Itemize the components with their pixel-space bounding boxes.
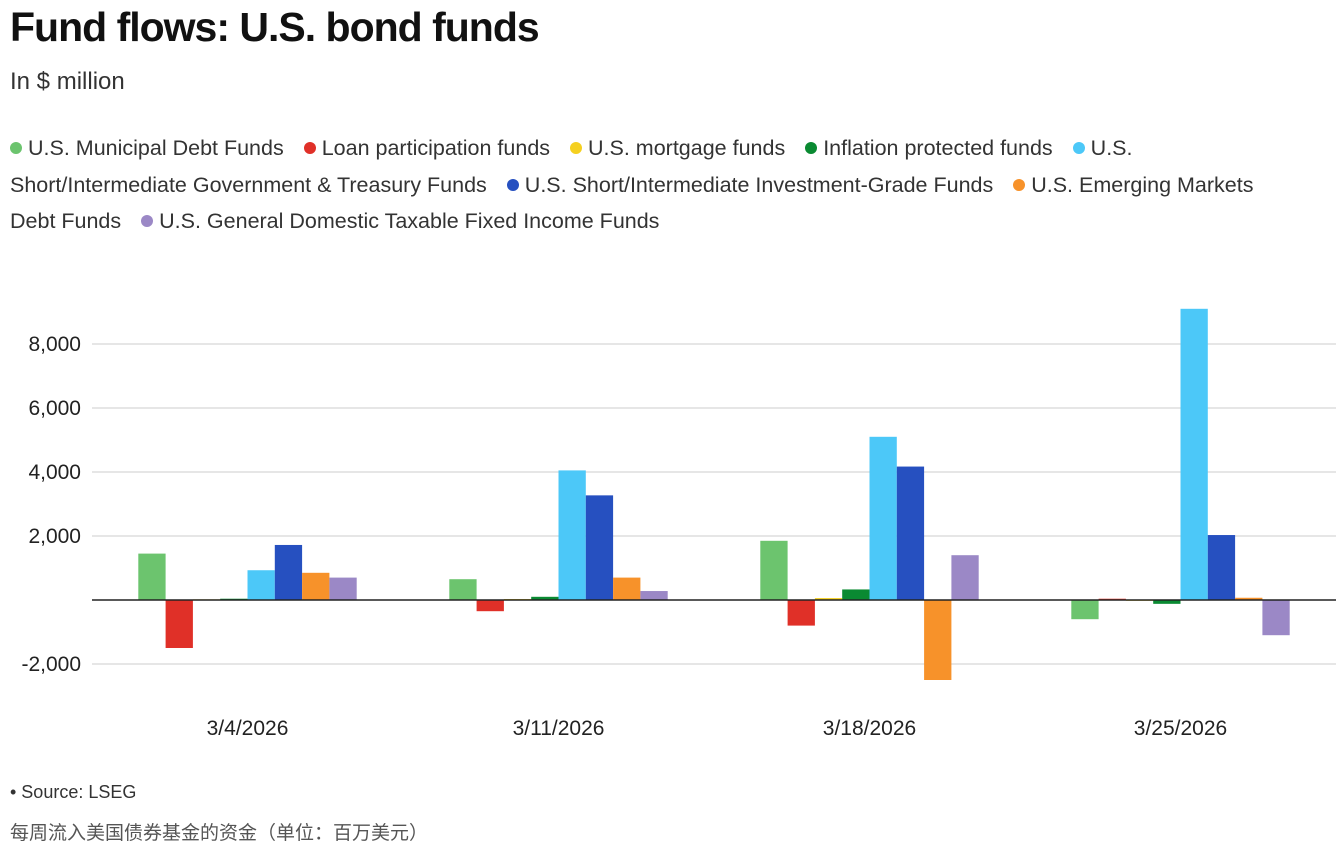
bar-chart: -2,000 2,000 4,000 6,000 8,000 3/4/2026 3/11/2… [21, 308, 1336, 740]
legend-swatch-icon [141, 215, 154, 227]
bar [138, 553, 166, 600]
bar [1235, 597, 1263, 600]
source-note: • Source: LSEG [10, 782, 137, 802]
legend-swatch-icon [1072, 142, 1085, 154]
legend-swatch-icon [506, 178, 519, 191]
legend-item: Inflation protected funds [805, 136, 1053, 160]
bar [558, 470, 586, 600]
bar [531, 596, 559, 600]
legend-swatch-icon [805, 142, 818, 154]
bar [1207, 535, 1236, 600]
legend-swatch-icon [10, 142, 22, 154]
legend-label: Loan participation funds [321, 136, 551, 160]
y-tick-label: 6,000 [28, 397, 81, 420]
bar [787, 600, 815, 626]
bar [640, 591, 668, 600]
bar [869, 436, 897, 600]
bar [274, 544, 303, 600]
bar [760, 540, 788, 600]
legend-label: U.S. Short/Intermediate Investment-Grade… [524, 172, 994, 197]
legend-swatch-icon [1013, 178, 1026, 191]
bar [1071, 600, 1099, 620]
bar [1153, 600, 1181, 604]
legend-item: U.S. mortgage funds [570, 136, 785, 160]
y-tick-label: -2,000 [21, 653, 81, 676]
chart-legend: U.S. Municipal Debt Funds Loan participa… [10, 130, 1300, 240]
x-tick-label: 3/4/2026 [207, 717, 289, 740]
x-tick-label: 3/18/2026 [823, 717, 916, 740]
bar [476, 600, 504, 612]
y-tick-label: 4,000 [28, 461, 81, 484]
legend-label: U.S. Emerging Markets Debt Funds [10, 172, 1254, 234]
legend-swatch-icon [303, 142, 316, 154]
x-tick-label: 3/11/2026 [513, 717, 605, 740]
legend-swatch-icon [570, 142, 583, 154]
bar [329, 577, 357, 600]
bar [924, 600, 952, 680]
bar [896, 466, 925, 600]
legend-label: Inflation protected funds [823, 136, 1053, 160]
legend-label: U.S. Short/Intermediate Government & Tre… [10, 136, 1133, 197]
bar [951, 555, 979, 600]
y-tick-label: 2,000 [28, 525, 81, 548]
x-tick-label: 3/25/2026 [1134, 717, 1227, 740]
chinese-caption: 每周流入美国债券基金的资金（单位：百万美元） [10, 822, 429, 844]
bar [1262, 600, 1290, 636]
bar [814, 598, 843, 600]
bar [247, 570, 275, 600]
legend-item: U.S. Short/Intermediate Investment-Grade… [506, 172, 994, 197]
legend-label: U.S. General Domestic Taxable Fixed Inco… [159, 209, 660, 233]
bar [449, 579, 477, 600]
bar [1180, 308, 1208, 600]
legend-item: U.S. General Domestic Taxable Fixed Inco… [141, 209, 659, 233]
y-tick-label: 8,000 [28, 333, 81, 356]
legend-item: U.S. Emerging Markets Debt Funds [10, 173, 1253, 234]
bar [842, 589, 870, 600]
legend-item: U.S. Municipal Debt Funds [10, 136, 284, 160]
bar [613, 577, 641, 600]
bar [302, 572, 330, 600]
legend-item: Loan participation funds [303, 136, 551, 160]
bar [165, 600, 193, 648]
chart-subtitle: In $ million [10, 68, 125, 95]
legend-item: U.S. Short/Intermediate Government & Tre… [10, 136, 1133, 197]
bar [585, 495, 614, 600]
legend-label: U.S. Municipal Debt Funds [28, 136, 284, 160]
legend-label: U.S. mortgage funds [588, 136, 786, 160]
chart-title: Fund flows: U.S. bond funds [10, 4, 540, 50]
